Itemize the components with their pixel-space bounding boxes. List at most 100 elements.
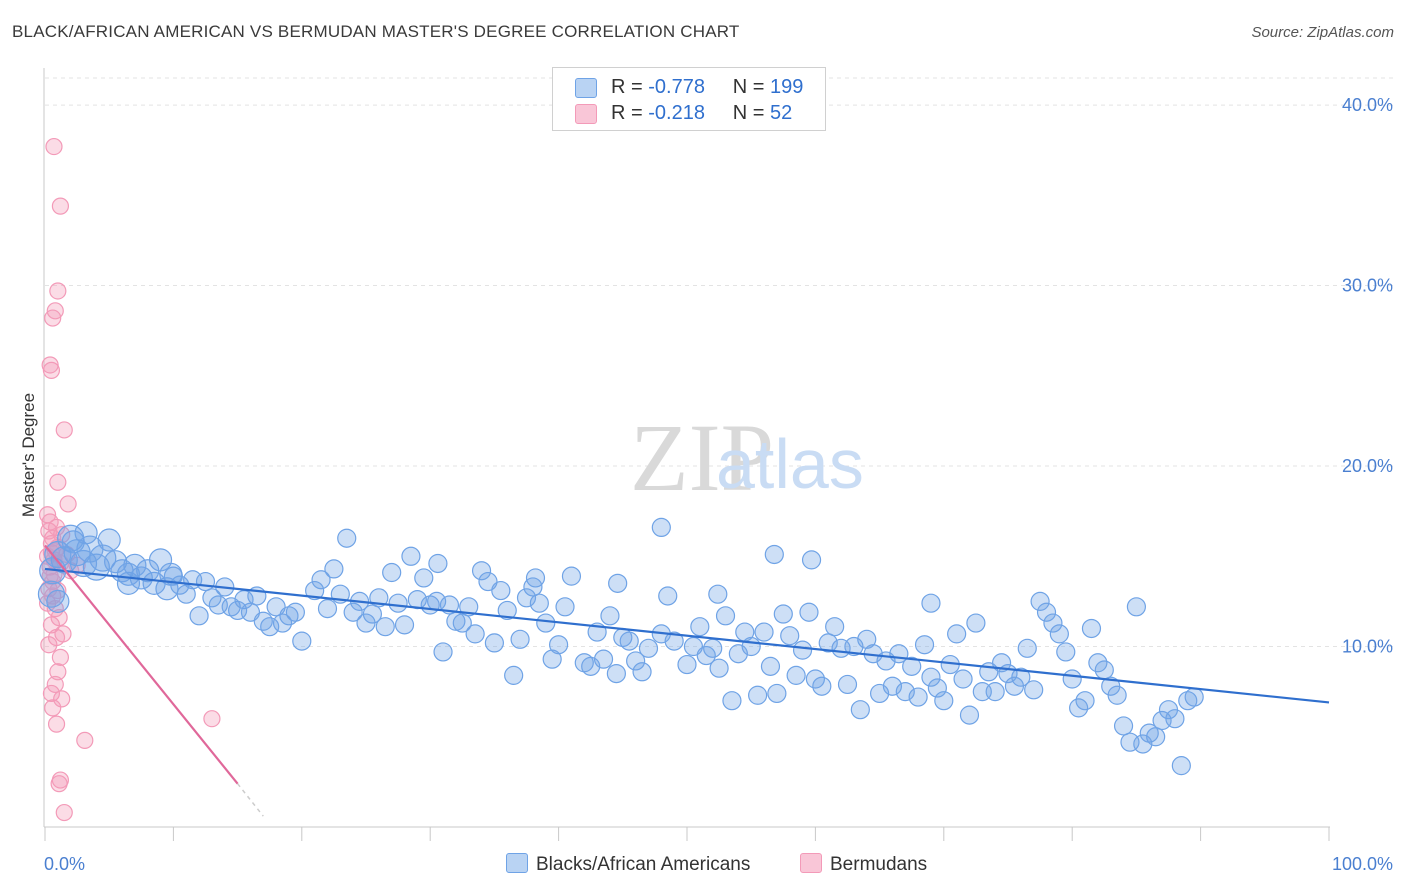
- legend-swatch-blue: [575, 78, 597, 98]
- blue-point: [664, 631, 684, 651]
- blacks-series: [37, 517, 1204, 776]
- blue-point: [709, 658, 729, 678]
- pink-point: [49, 282, 67, 300]
- blue-point: [375, 617, 395, 637]
- bottom-swatch-blue: [506, 853, 528, 873]
- blue-point: [1056, 642, 1076, 662]
- blue-point: [1165, 709, 1185, 729]
- pink-point: [45, 137, 63, 156]
- blue-point: [37, 580, 66, 608]
- blue-point: [1184, 687, 1204, 707]
- blue-point: [548, 635, 569, 655]
- blue-point: [46, 589, 70, 613]
- blue-point: [1069, 698, 1089, 718]
- blue-point: [362, 604, 383, 624]
- pink-point: [42, 616, 61, 634]
- blue-point: [651, 517, 671, 538]
- blue-point: [850, 700, 870, 720]
- blue-point: [837, 674, 858, 695]
- blue-point: [760, 656, 781, 676]
- bottom-swatch-pink: [800, 853, 822, 873]
- legend-r-label: R =: [611, 102, 643, 124]
- pink-point: [51, 648, 70, 666]
- blue-point: [908, 687, 928, 707]
- blue-point: [1146, 727, 1166, 747]
- blue-point: [1171, 756, 1191, 776]
- blue-point: [529, 593, 549, 613]
- watermark-atlas: atlas: [716, 425, 864, 503]
- blue-point: [189, 606, 209, 626]
- blue-point: [773, 604, 793, 624]
- y-tick-label: 30.0%: [1342, 276, 1393, 296]
- blue-point: [959, 705, 980, 725]
- blue-point: [497, 600, 517, 621]
- stats-legend: R = -0.778 N = 199 R = -0.218 N = 52: [552, 67, 826, 131]
- blue-point: [1139, 723, 1159, 743]
- blue-point: [1036, 602, 1057, 622]
- blue-point: [311, 570, 331, 590]
- blue-point: [414, 568, 434, 588]
- blue-point: [966, 613, 986, 633]
- blue-point: [97, 528, 121, 552]
- blue-point: [764, 544, 784, 565]
- blue-point: [343, 602, 363, 622]
- legend-r-value: -0.218: [648, 102, 705, 124]
- blue-point: [882, 676, 903, 696]
- blue-point: [1178, 691, 1198, 711]
- blue-point: [317, 599, 338, 619]
- blue-point: [555, 597, 575, 617]
- bottom-legend-bermudans: Bermudans: [800, 853, 927, 876]
- blue-point: [767, 683, 787, 704]
- blue-point: [260, 617, 280, 637]
- gridlines: [45, 77, 1394, 648]
- axes: [43, 68, 1330, 841]
- x-tick-label-max: 100.0%: [1332, 854, 1393, 874]
- pink-point: [42, 361, 61, 379]
- blue-point: [799, 602, 819, 622]
- blue-point: [337, 528, 357, 548]
- blue-point: [1011, 667, 1031, 687]
- blue-point: [279, 606, 299, 626]
- blue-point: [324, 559, 344, 579]
- blue-point: [61, 530, 85, 554]
- blue-point: [510, 629, 530, 649]
- blue-point: [1094, 660, 1114, 680]
- blue-point: [748, 685, 768, 705]
- pink-point: [76, 731, 94, 749]
- blue-point: [123, 553, 147, 577]
- blue-point: [593, 649, 614, 669]
- blue-point: [574, 653, 594, 673]
- y-tick-label: 10.0%: [1342, 637, 1393, 657]
- bottom-legend-blacks-label: Blacks/African Americans: [536, 854, 751, 875]
- blue-point: [902, 656, 922, 676]
- blue-point: [914, 635, 935, 655]
- pink-point: [49, 663, 67, 681]
- blue-point: [253, 611, 273, 631]
- legend-n-label: N =: [732, 76, 765, 98]
- blue-point: [1062, 669, 1082, 689]
- blue-point: [561, 566, 582, 586]
- blue-point: [818, 633, 838, 653]
- blue-point: [1017, 638, 1037, 658]
- legend-n-value: 52: [770, 102, 793, 124]
- blue-point: [1043, 613, 1063, 633]
- pink-point: [42, 684, 61, 703]
- blue-point: [741, 636, 761, 657]
- blue-point: [626, 651, 646, 671]
- blue-point: [632, 662, 652, 682]
- pink-point: [44, 699, 62, 717]
- blue-point: [708, 584, 728, 604]
- blue-point: [927, 678, 947, 698]
- blue-point: [74, 521, 98, 545]
- blue-point: [536, 613, 556, 633]
- blue-point: [703, 638, 723, 658]
- pink-point: [51, 197, 70, 215]
- legend-n-value: 199: [770, 76, 804, 98]
- blue-point: [677, 654, 697, 675]
- x-tick-label-min: 0.0%: [44, 854, 85, 874]
- pink-point: [49, 473, 67, 491]
- blue-point: [394, 615, 415, 635]
- blue-point: [516, 588, 537, 608]
- pink-point: [59, 495, 77, 513]
